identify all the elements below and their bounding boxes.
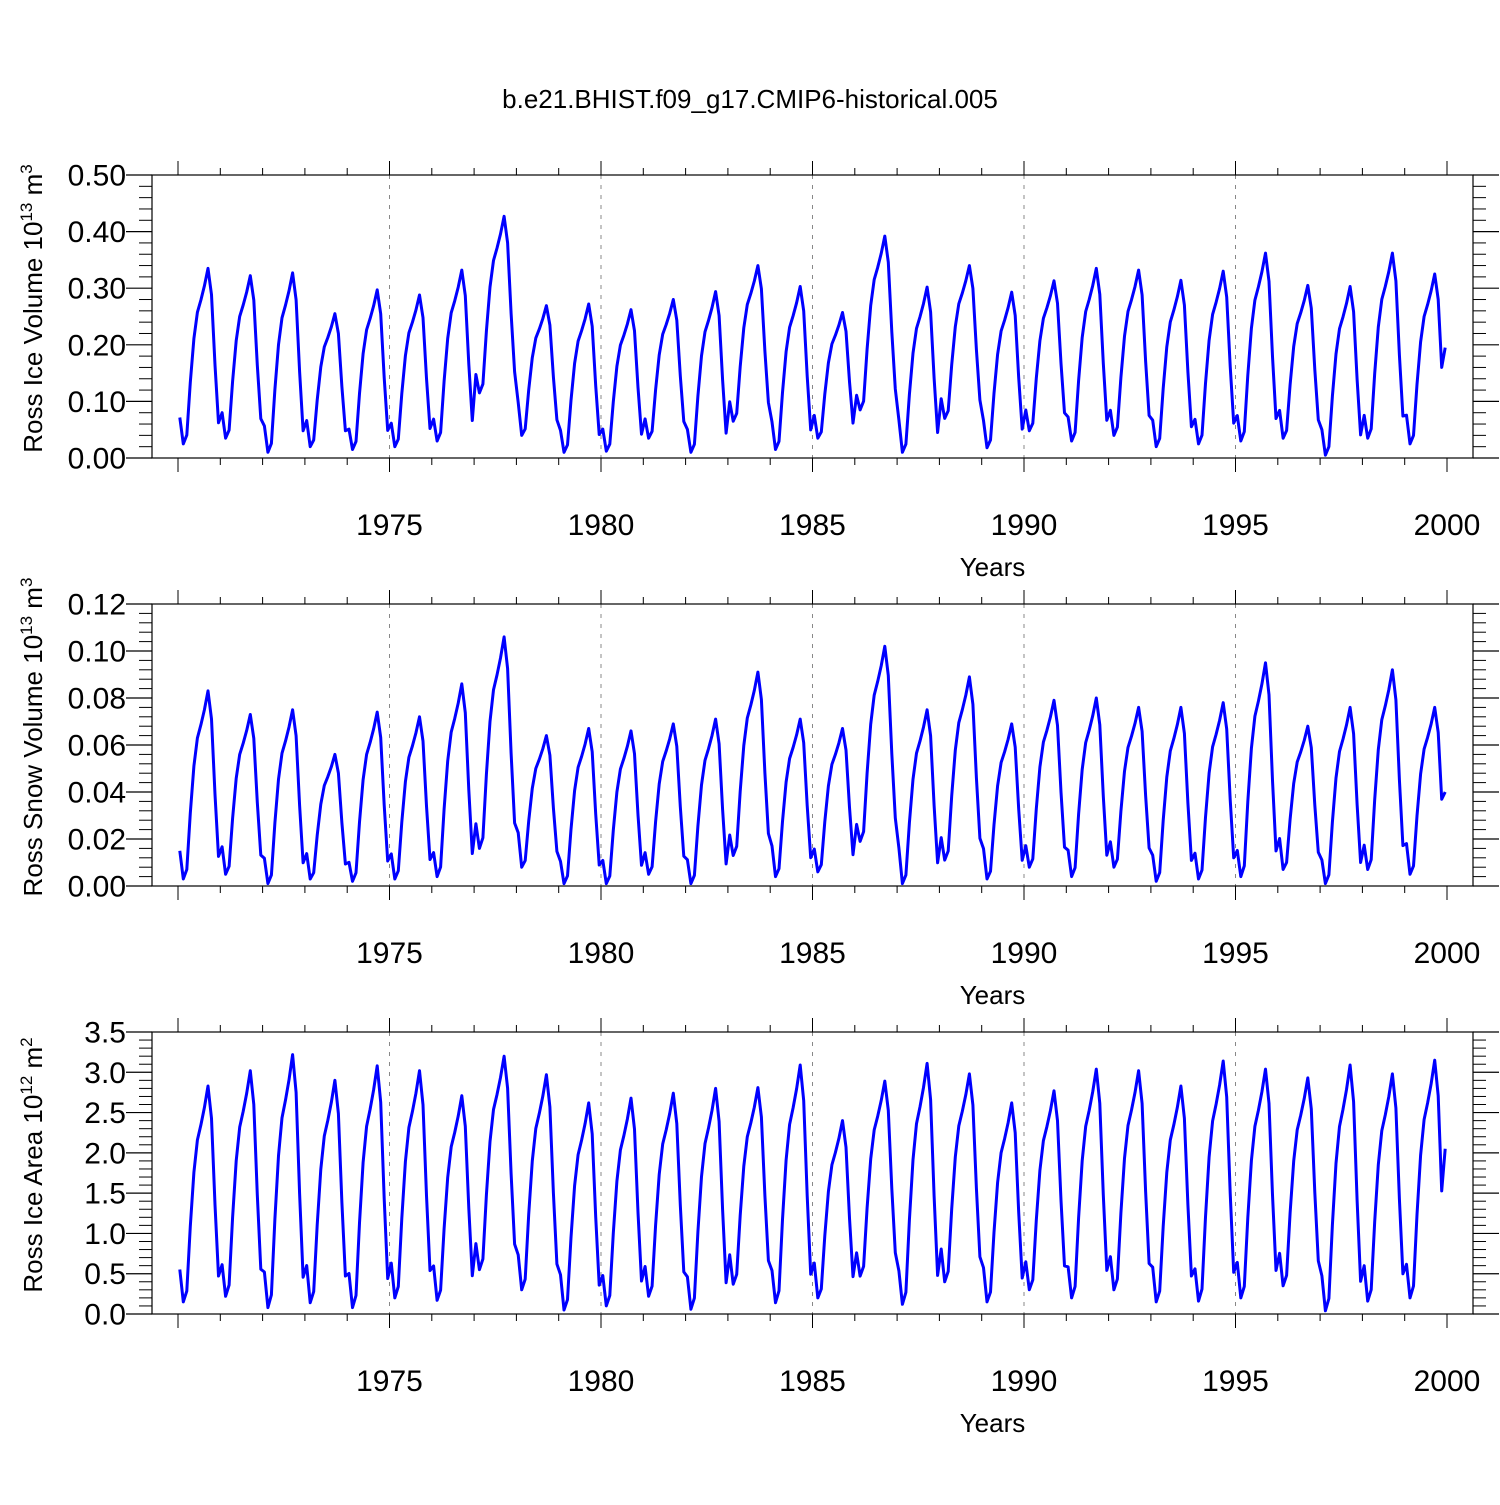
x-tick-label: 1990 — [991, 1365, 1058, 1398]
y-tick-label: 0.0 — [84, 1299, 126, 1332]
x-tick-label: 1975 — [356, 509, 423, 542]
y-tick-label: 0.5 — [84, 1258, 126, 1291]
x-tick-label: 1995 — [1202, 1365, 1269, 1398]
y-tick-label: 0.00 — [68, 871, 126, 904]
x-axis-label: Years — [960, 980, 1026, 1010]
y-tick-label: 0.04 — [68, 777, 126, 810]
y-tick-label: 1.5 — [84, 1178, 126, 1211]
x-tick-label: 1990 — [991, 937, 1058, 970]
y-tick-label: 1.0 — [84, 1218, 126, 1251]
y-tick-label: 0.40 — [68, 216, 126, 249]
y-tick-label: 2.5 — [84, 1097, 126, 1130]
y-axis-label: Ross Ice Volume 1013 m3 — [17, 164, 48, 453]
y-tick-label: 0.12 — [68, 589, 126, 622]
x-axis-label: Years — [960, 552, 1026, 582]
y-tick-label: 0.10 — [68, 636, 126, 669]
x-tick-label: 1980 — [568, 937, 635, 970]
chart-panel-2: 0.00 0.02 0.04 0.06 0.08 0.10 0.12 1975 1980 1985… — [17, 578, 1499, 1010]
y-axis-label: Ross Ice Area 1012 m2 — [17, 1037, 48, 1292]
x-tick-label: 1985 — [779, 937, 846, 970]
y-tick-label: 0.06 — [68, 730, 126, 763]
x-tick-label: 1995 — [1202, 509, 1269, 542]
data-series-line — [178, 1053, 1447, 1313]
y-axis-label: Ross Snow Volume 1013 m3 — [17, 578, 48, 897]
x-tick-label: 1995 — [1202, 937, 1269, 970]
x-tick-label: 1990 — [991, 509, 1058, 542]
data-series-line — [178, 214, 1447, 457]
x-tick-label: 1980 — [568, 509, 635, 542]
x-tick-label: 1975 — [356, 937, 423, 970]
x-tick-label: 1980 — [568, 1365, 635, 1398]
x-axis-label: Years — [960, 1408, 1026, 1438]
data-series-line — [178, 635, 1447, 886]
y-tick-label: 0.02 — [68, 824, 126, 857]
y-tick-label: 0.08 — [68, 683, 126, 716]
y-tick-label: 0.10 — [68, 386, 126, 419]
x-tick-label: 2000 — [1414, 1365, 1481, 1398]
chart-panel-1: 0.00 0.10 0.20 0.30 0.40 0.50 1975 1980 1985 1990… — [17, 160, 1499, 582]
y-tick-label: 3.0 — [84, 1057, 126, 1090]
figure-title: b.e21.BHIST.f09_g17.CMIP6-historical.005 — [502, 84, 998, 114]
y-tick-label: 2.0 — [84, 1137, 126, 1170]
chart-panel-3: 0.0 0.5 1.0 1.5 2.0 2.5 3.0 3.5 1975 1980 1985 1990… — [17, 1017, 1499, 1438]
x-tick-label: 1985 — [779, 509, 846, 542]
x-tick-label: 1985 — [779, 1365, 846, 1398]
y-tick-label: 0.00 — [68, 443, 126, 476]
y-tick-label: 0.20 — [68, 329, 126, 362]
y-tick-label: 0.30 — [68, 273, 126, 306]
x-tick-label: 2000 — [1414, 509, 1481, 542]
y-tick-label: 3.5 — [84, 1017, 126, 1050]
y-tick-label: 0.50 — [68, 160, 126, 193]
x-tick-label: 1975 — [356, 1365, 423, 1398]
x-tick-label: 2000 — [1414, 937, 1481, 970]
